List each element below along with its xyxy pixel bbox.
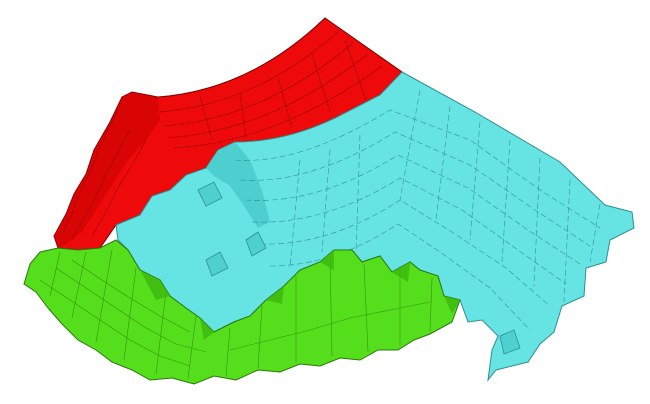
cyan-grid-lines [234, 89, 601, 331]
red-region-shade [54, 92, 160, 248]
green-grid-lines [39, 249, 433, 379]
red-region [53, 17, 403, 251]
red-grid-lines [61, 17, 383, 241]
green-region [23, 239, 461, 385]
cyan-shadow-strip [206, 142, 270, 228]
green-step-shadows [140, 250, 460, 340]
